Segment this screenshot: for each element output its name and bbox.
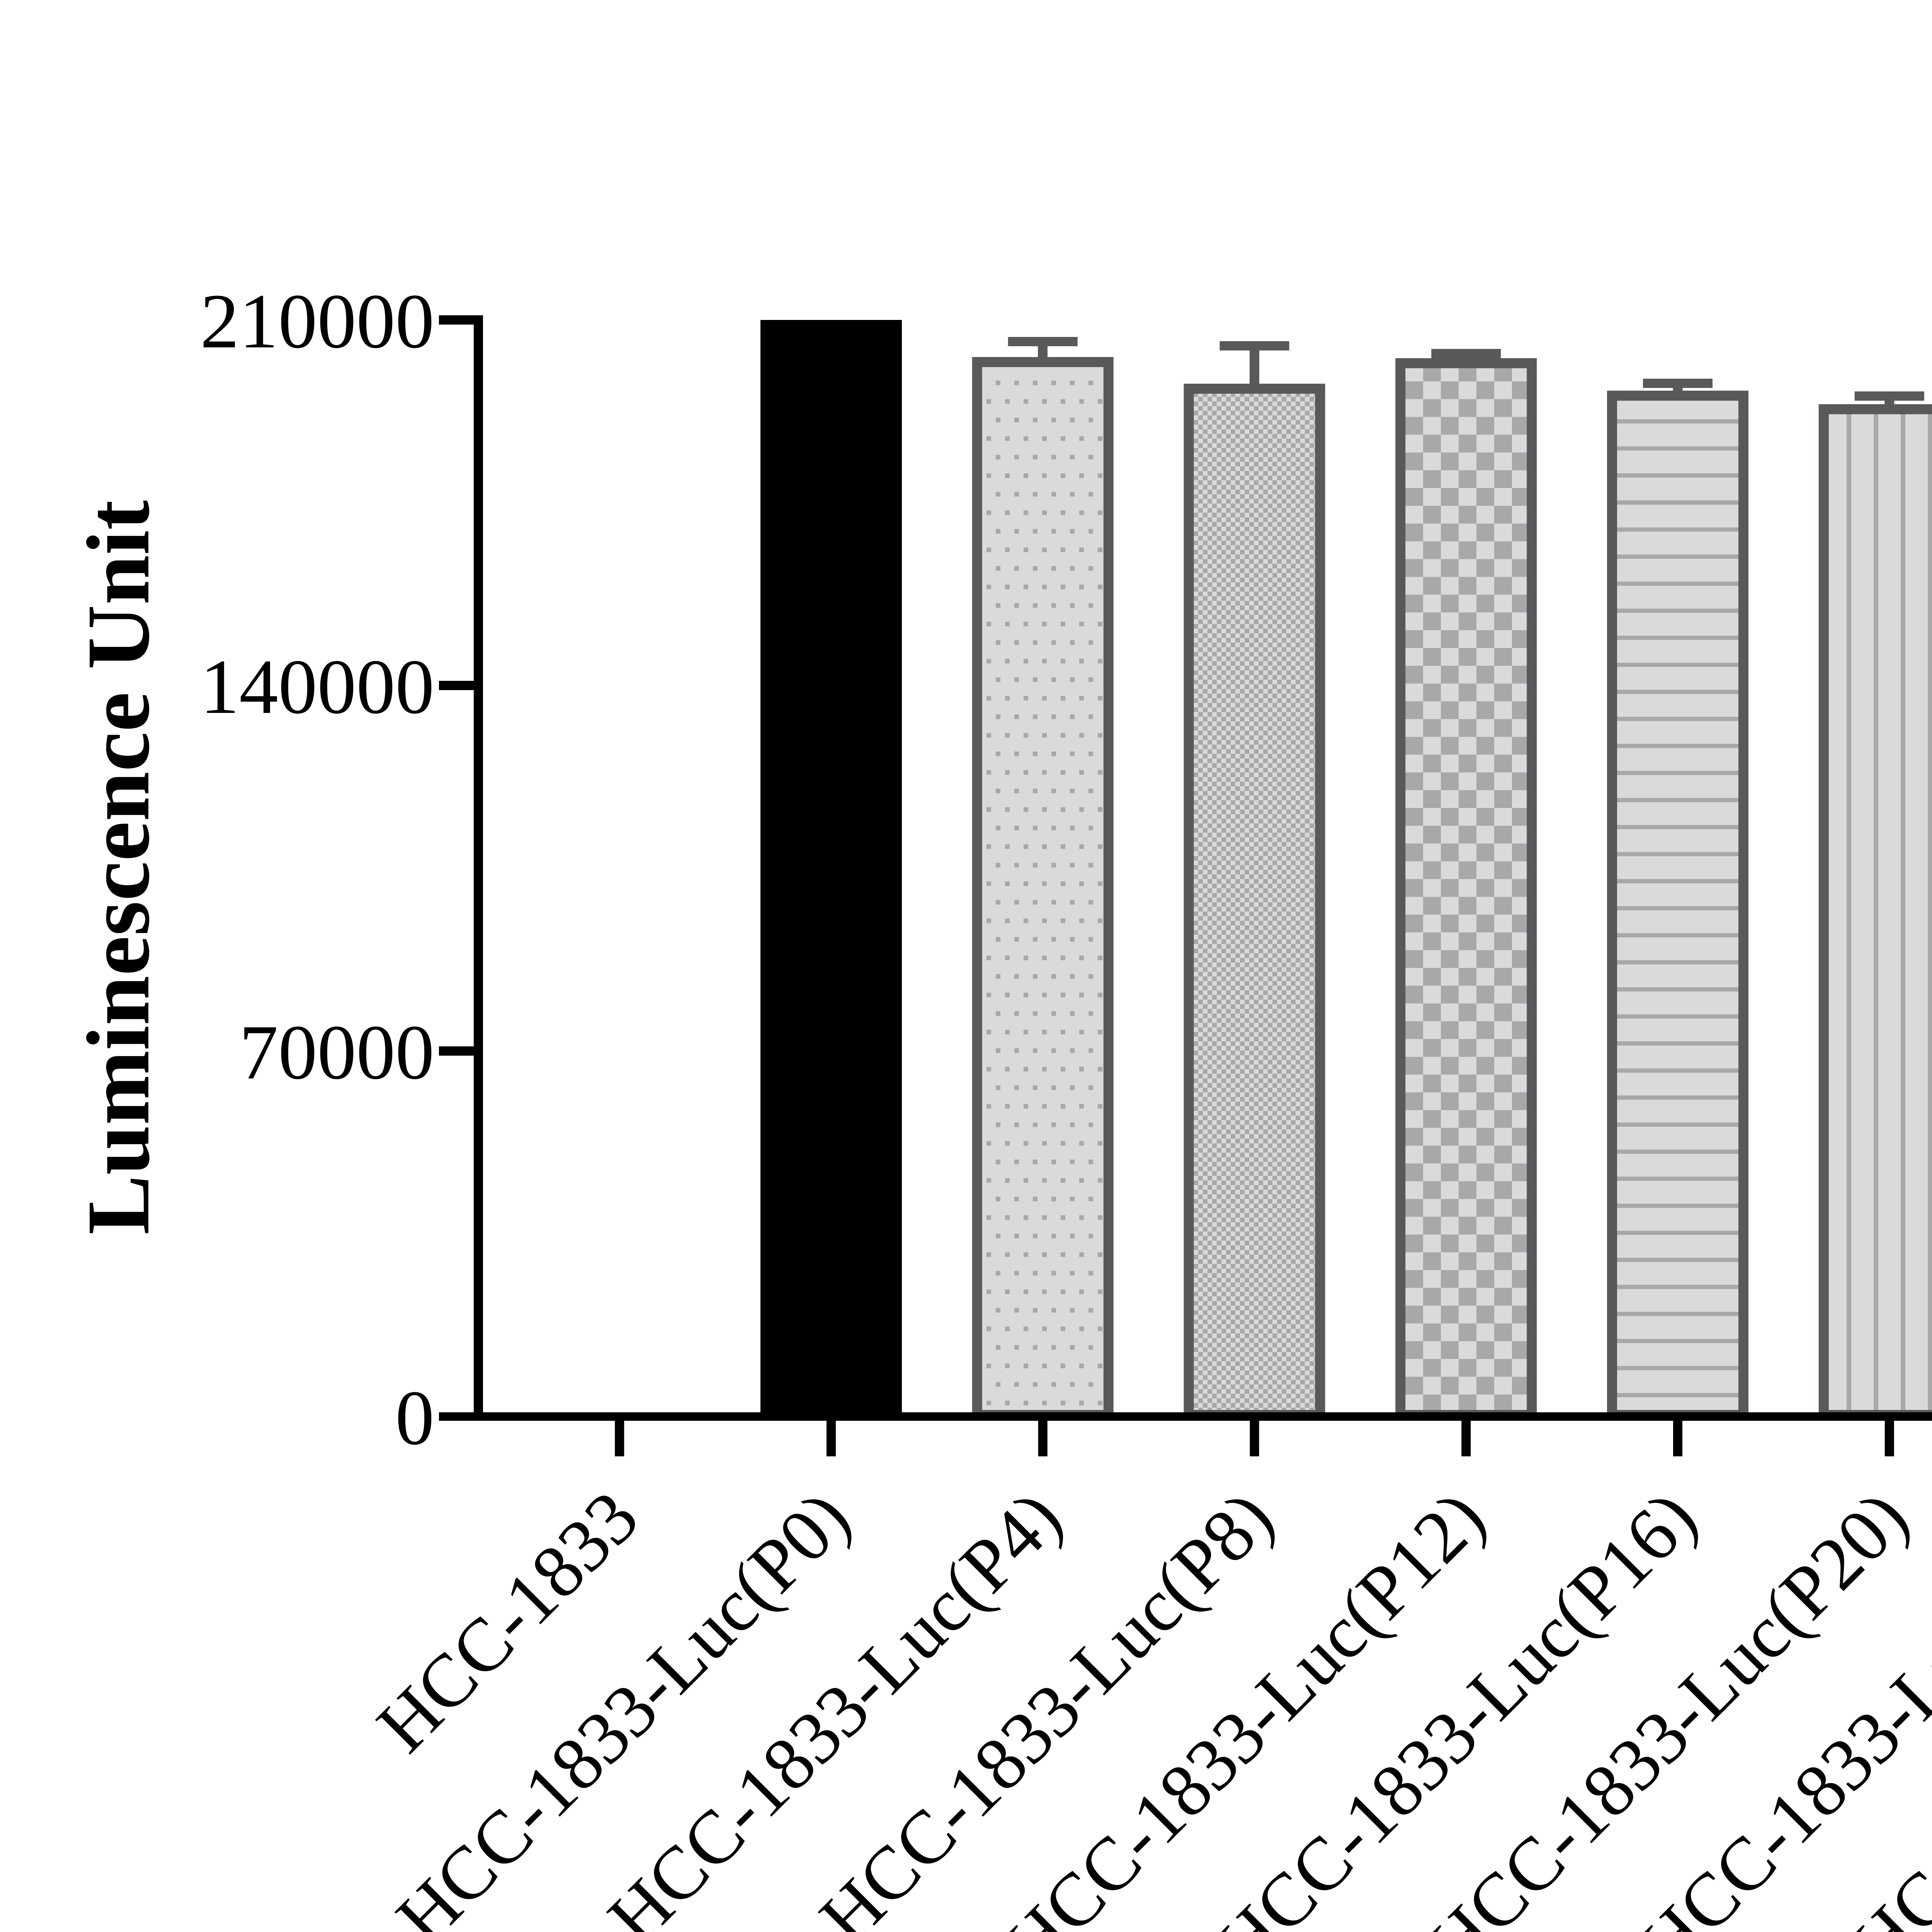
- svg-text:Luminescence Unit: Luminescence Unit: [69, 500, 168, 1235]
- svg-text:210000: 210000: [200, 278, 434, 364]
- svg-text:0: 0: [395, 1374, 434, 1461]
- svg-text:140000: 140000: [200, 643, 434, 730]
- svg-text:70000: 70000: [239, 1009, 434, 1095]
